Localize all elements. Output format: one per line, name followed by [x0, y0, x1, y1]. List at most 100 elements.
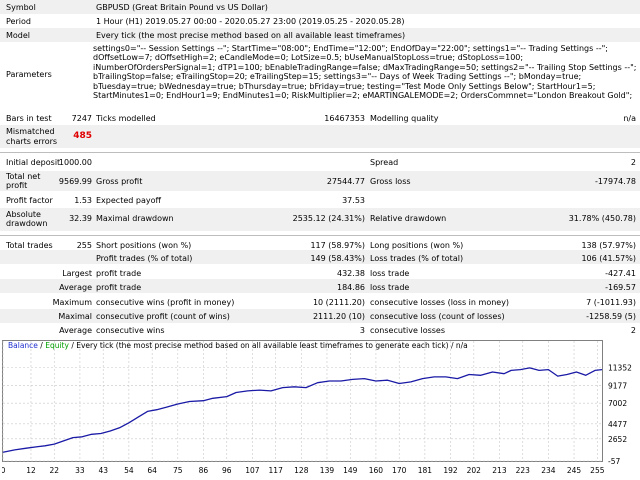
maximal-cl-value: -1258.59 (5) — [586, 312, 636, 321]
x-tick-label: 43 — [98, 466, 108, 475]
average-pt-value: 184.86 — [337, 283, 365, 292]
grossloss-label: Gross loss — [370, 177, 411, 186]
row-bg-profittrades — [0, 250, 640, 264]
y-tick-label: 7002 — [608, 399, 627, 408]
balance-chart: 0 12 22 33 43 54 64 75 86 96 107 117 128 139 149 160 170… — [2, 340, 632, 475]
max-cl-label: consecutive losses (loss in money) — [370, 298, 510, 307]
chart-title-equity: Equity — [45, 341, 69, 350]
chart-title-balance: Balance — [8, 341, 38, 350]
x-tick-label: 181 — [418, 466, 433, 475]
model-value: Every tick (the most precise method base… — [96, 31, 406, 40]
x-tick-label: 213 — [492, 466, 507, 475]
ep-value: 37.53 — [342, 196, 365, 205]
y-tick-label: 11352 — [608, 364, 632, 373]
average-label: Average — [59, 283, 92, 292]
x-tick-label: 170 — [392, 466, 407, 475]
model-label: Model — [6, 31, 31, 40]
maximal-label: Maximal — [58, 312, 92, 321]
ticks-label: Ticks modelled — [96, 114, 156, 123]
y-tick-label: -57 — [608, 457, 620, 466]
ep-label: Expected payoff — [96, 196, 161, 205]
reldd-value: 31.78% (450.78) — [568, 214, 636, 223]
row-bg-maximal — [0, 309, 640, 323]
largest-lt-value: -427.41 — [605, 269, 636, 278]
x-tick-label: 234 — [541, 466, 556, 475]
x-tick-label: 22 — [50, 466, 60, 475]
largest-pt-value: 432.38 — [337, 269, 365, 278]
long-label: Long positions (won %) — [370, 241, 464, 250]
netprofit-label: Total net profit — [6, 172, 41, 190]
avg2-label: Average — [59, 326, 92, 335]
short-label: Short positions (won %) — [96, 241, 192, 250]
maxdd-value: 2535.12 (24.31%) — [292, 214, 365, 223]
row-bg-symbol — [0, 0, 640, 14]
spread-value: 2 — [630, 158, 636, 167]
maximal-cp-value: 2111.20 (10) — [312, 312, 365, 321]
spread-label: Spread — [370, 158, 399, 167]
x-tick-label: 75 — [173, 466, 183, 475]
x-tick-label: 192 — [443, 466, 458, 475]
ticks-value: 16467353 — [324, 114, 365, 123]
divider — [0, 152, 640, 153]
pt-value: 149 (58.43%) — [310, 254, 365, 263]
row-bg-netprofit — [0, 171, 640, 191]
max-cw-value: 10 (2111.20) — [312, 298, 365, 307]
period-value: 1 Hour (H1) 2019.05.27 00:00 - 2020.05.2… — [96, 17, 405, 26]
parameters-value: settings0="-- Session Settings --"; Star… — [93, 44, 637, 101]
quality-label: Modelling quality — [370, 114, 439, 123]
max-cl-value: 7 (-1011.93) — [586, 298, 636, 307]
parameters-label: Parameters — [6, 70, 52, 79]
pt-label: Profit trades (% of total) — [96, 254, 193, 263]
deposit-label: Initial deposit — [6, 158, 61, 167]
x-tick-label: 86 — [199, 466, 209, 475]
maximal-cl-label: consecutive loss (count of losses) — [370, 312, 505, 321]
series-line-balance — [2, 367, 603, 453]
grossprofit-value: 27544.77 — [326, 177, 365, 186]
x-tick-label: 128 — [294, 466, 309, 475]
lt-label: Loss trades (% of total) — [370, 254, 464, 263]
x-axis-ticks: 0 12 22 33 43 54 64 75 86 96 107 117 128 139 149 160 170… — [2, 466, 605, 475]
x-tick-label: 96 — [222, 466, 232, 475]
chart-title: Balance / Equity / Every tick (the most … — [8, 341, 468, 350]
plot-frame — [2, 340, 603, 462]
period-label: Period — [6, 17, 31, 26]
x-tick-label: 64 — [147, 466, 157, 475]
largest-label: Largest — [62, 269, 92, 278]
reldd-label: Relative drawdown — [370, 214, 447, 223]
average-lt-value: -169.57 — [605, 283, 636, 292]
grossloss-value: -17974.78 — [594, 177, 636, 186]
chart-series — [2, 367, 603, 453]
x-tick-label: 202 — [467, 466, 482, 475]
quality-value: n/a — [623, 114, 636, 123]
y-tick-label: 2652 — [608, 435, 627, 444]
y-axis-ticks: -57 2652 4477 7002 9177 11352 — [608, 364, 632, 466]
x-tick-label: 245 — [567, 466, 582, 475]
max-cw-label: consecutive wins (profit in money) — [96, 298, 235, 307]
grossprofit-label: Gross profit — [96, 177, 143, 186]
chart-grid — [2, 341, 602, 462]
symbol-value: GBPUSD (Great Britain Pound vs US Dollar… — [96, 3, 268, 12]
largest-pt-label: profit trade — [96, 269, 142, 278]
x-tick-label: 0 — [2, 466, 6, 475]
short-value: 117 (58.97%) — [310, 241, 365, 250]
absdd-value: 32.39 — [69, 214, 92, 223]
x-tick-label: 107 — [245, 466, 260, 475]
row-bg-mismatch — [0, 125, 640, 148]
trades-value: 255 — [76, 241, 92, 250]
avg-cl-value: 2 — [630, 326, 636, 335]
average-pt-label: profit trade — [96, 283, 142, 292]
x-tick-label: 255 — [590, 466, 605, 475]
mismatch-value: 485 — [73, 131, 92, 141]
maxdd-label: Maximal drawdown — [96, 214, 174, 223]
row-bg-average — [0, 279, 640, 293]
largest-lt-label: loss trade — [370, 269, 410, 278]
x-tick-label: 33 — [75, 466, 85, 475]
maximal-cp-label: consecutive profit (count of wins) — [96, 312, 230, 321]
bars-value: 7247 — [71, 114, 92, 123]
deposit-value: 1000.00 — [58, 158, 92, 167]
pf-value: 1.53 — [74, 196, 92, 205]
avg-cl-label: consecutive losses — [370, 326, 446, 335]
x-tick-label: 160 — [369, 466, 384, 475]
average-lt-label: loss trade — [370, 283, 410, 292]
netprofit-value: 9569.99 — [58, 177, 92, 186]
